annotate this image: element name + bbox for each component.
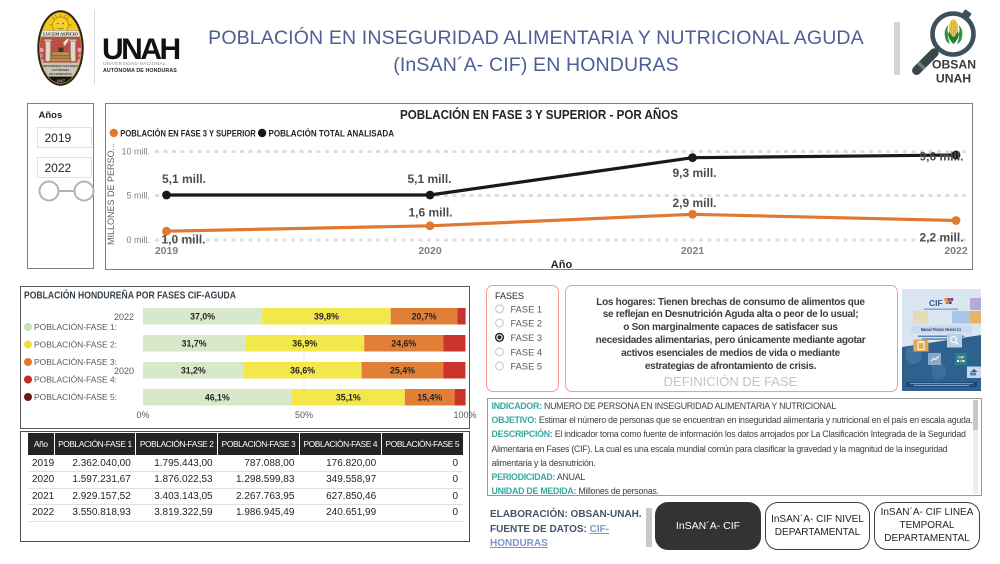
svg-text:24,6%: 24,6% — [391, 339, 416, 349]
svg-text:31,2%: 31,2% — [181, 366, 206, 376]
svg-text:2021: 2021 — [680, 245, 704, 257]
svg-text:37,0%: 37,0% — [190, 312, 215, 322]
svg-text:9,3 mill.: 9,3 mill. — [672, 166, 716, 180]
svg-text:UNIVERSIDAD NACIONAL: UNIVERSIDAD NACIONAL — [42, 64, 80, 68]
svg-text:0%: 0% — [136, 410, 149, 420]
svg-text:1,6 mill.: 1,6 mill. — [408, 206, 452, 220]
svg-text:UNAH: UNAH — [936, 72, 971, 86]
svg-text:100%: 100% — [453, 410, 476, 420]
svg-text:25,4%: 25,4% — [390, 366, 415, 376]
svg-text:FASE 2: FASE 2 — [511, 319, 543, 329]
svg-text:OBSAN: OBSAN — [932, 58, 976, 72]
svg-text:DE HONDURAS: DE HONDURAS — [49, 72, 71, 76]
svg-text:31,7%: 31,7% — [182, 339, 207, 349]
svg-text:FASE 1: FASE 1 — [511, 304, 543, 314]
svg-text:2,9 mill.: 2,9 mill. — [672, 196, 716, 210]
svg-text:2020: 2020 — [114, 366, 134, 376]
svg-text:MILLONES DE PERSO...: MILLONES DE PERSO... — [106, 143, 116, 245]
svg-text:POBLACIÓN-FASE 4:: POBLACIÓN-FASE 4: — [34, 375, 117, 385]
svg-text:20,7%: 20,7% — [412, 312, 437, 322]
svg-text:46,1%: 46,1% — [205, 393, 230, 403]
svg-text:2022: 2022 — [114, 312, 134, 322]
svg-text:5 mill.: 5 mill. — [126, 191, 150, 201]
svg-text:15,4%: 15,4% — [417, 393, 442, 403]
svg-text:CIF: CIF — [929, 298, 943, 308]
svg-text:5,1 mill.: 5,1 mill. — [161, 172, 205, 186]
svg-text:POBLACIÓN-FASE 5:: POBLACIÓN-FASE 5: — [34, 392, 117, 402]
svg-text:35,1%: 35,1% — [336, 393, 361, 403]
svg-text:FASE 3: FASE 3 — [511, 333, 543, 343]
svg-text:9,6 mill.: 9,6 mill. — [919, 150, 963, 164]
svg-text:36,9%: 36,9% — [292, 339, 317, 349]
svg-text:POBLACIÓN-FASE 1:: POBLACIÓN-FASE 1: — [34, 322, 117, 332]
svg-text:POBLACIÓN HONDUREÑA POR FASES: POBLACIÓN HONDUREÑA POR FASES CIF-AGUDA — [24, 290, 236, 302]
svg-text:Año: Año — [550, 259, 572, 269]
svg-text:10 mill.: 10 mill. — [121, 147, 150, 157]
svg-text:CIF: CIF — [958, 356, 965, 360]
svg-text:2019: 2019 — [154, 245, 178, 257]
svg-text:2,2 mill.: 2,2 mill. — [919, 231, 963, 245]
svg-text:2022: 2022 — [944, 245, 968, 257]
svg-text:50%: 50% — [295, 410, 313, 420]
svg-text:LUCEM ASPICIO: LUCEM ASPICIO — [43, 32, 78, 37]
svg-text:FASE 5: FASE 5 — [511, 362, 543, 372]
svg-text:FASE 4: FASE 4 — [511, 347, 543, 357]
svg-text:0 mill.: 0 mill. — [126, 235, 150, 245]
svg-text:POBLACIÓN EN FASE 3 Y SUPERIOR: POBLACIÓN EN FASE 3 Y SUPERIOR — [120, 128, 256, 139]
svg-text:POBLACIÓN TOTAL ANALISADA: POBLACIÓN TOTAL ANALISADA — [268, 128, 394, 139]
svg-text:POBLACIÓN-FASE 3:: POBLACIÓN-FASE 3: — [34, 357, 117, 367]
svg-text:1,0 mill.: 1,0 mill. — [161, 233, 205, 247]
svg-text:POBLACIÓN-FASE 2:: POBLACIÓN-FASE 2: — [34, 340, 117, 350]
svg-text:5,1 mill.: 5,1 mill. — [407, 172, 451, 186]
svg-text:POBLACIÓN EN FASE 3 Y SUPERIOR: POBLACIÓN EN FASE 3 Y SUPERIOR - POR AÑO… — [400, 107, 678, 122]
svg-text:39,8%: 39,8% — [314, 312, 339, 322]
svg-text:36,6%: 36,6% — [290, 366, 315, 376]
svg-text:Manual Técnico Versión 3.1: Manual Técnico Versión 3.1 — [921, 327, 961, 332]
svg-text:1847: 1847 — [56, 79, 65, 84]
svg-text:AUTÓNOMA: AUTÓNOMA — [52, 67, 70, 72]
svg-text:2020: 2020 — [418, 245, 442, 257]
